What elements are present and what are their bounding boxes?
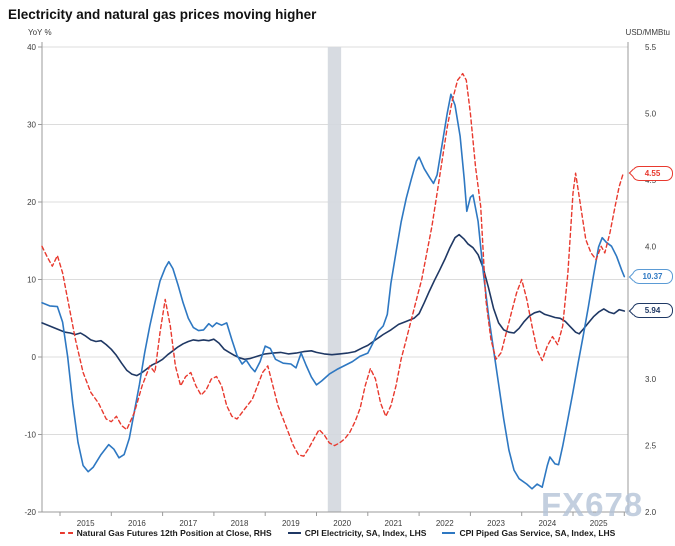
- right-axis-tick-label: 5.0: [645, 109, 657, 118]
- left-axis-tick-label: 20: [27, 198, 36, 207]
- chart-title: Electricity and natural gas prices movin…: [8, 7, 317, 22]
- right-axis-tick-label: 3.0: [645, 375, 657, 384]
- x-axis-year-label: 2019: [282, 519, 300, 528]
- left-axis-tick-label: 40: [27, 43, 36, 52]
- x-axis-year-label: 2023: [487, 519, 505, 528]
- recession-band: [327, 47, 342, 512]
- left-axis-tick-label: 0: [32, 353, 37, 362]
- x-axis-year-label: 2021: [385, 519, 403, 528]
- chart-legend: Natural Gas Futures 12th Position at Clo…: [0, 528, 675, 538]
- right-axis-tick-label: 2.0: [645, 508, 657, 517]
- right-axis-tick-label: 4.0: [645, 242, 657, 251]
- piped-gas-line-marker: [442, 532, 456, 534]
- left-axis-tick-label: 10: [27, 276, 36, 285]
- cpi-electricity-line: [41, 233, 626, 377]
- x-axis-year-label: 2020: [333, 519, 351, 528]
- x-axis-year-label: 2025: [590, 519, 608, 528]
- x-axis-year-label: 2017: [179, 519, 197, 528]
- left-axis-tick-label: -10: [24, 431, 36, 440]
- piped-gas-end-value-callout: 10.37: [632, 269, 673, 285]
- x-axis-year-label: 2024: [538, 519, 556, 528]
- left-axis-tick-label: -20: [24, 508, 36, 517]
- legend-label-cpi-piped-gas: CPI Piped Gas Service, SA, Index, LHS: [459, 528, 616, 538]
- right-axis-tick-label: 2.5: [645, 442, 657, 451]
- right-axis-unit-label: USD/MMBtu: [625, 28, 670, 37]
- electricity-line-marker: [287, 532, 301, 534]
- x-axis-year-label: 2015: [77, 519, 95, 528]
- right-axis-tick-label: 5.5: [645, 43, 657, 52]
- natural-gas-end-value-callout: 4.55: [632, 165, 673, 181]
- legend-label-cpi-electricity: CPI Electricity, SA, Index, LHS: [304, 528, 427, 538]
- x-axis-year-label: 2022: [436, 519, 454, 528]
- legend-item-natural-gas: Natural Gas Futures 12th Position at Clo…: [59, 528, 272, 538]
- legend-item-cpi-electricity: CPI Electricity, SA, Index, LHS: [287, 528, 427, 538]
- x-axis-year-label: 2018: [231, 519, 249, 528]
- x-axis-year-label: 2016: [128, 519, 146, 528]
- natural-gas-futures-line: [41, 72, 624, 457]
- cpi-piped-gas-line: [41, 93, 626, 490]
- left-axis-unit-label: YoY %: [28, 28, 52, 37]
- natural-gas-dashed-line-marker: [59, 532, 73, 534]
- left-axis-tick-label: 30: [27, 121, 36, 130]
- legend-item-cpi-piped-gas: CPI Piped Gas Service, SA, Index, LHS: [442, 528, 615, 538]
- legend-label-natural-gas: Natural Gas Futures 12th Position at Clo…: [76, 528, 272, 538]
- electricity-end-value-callout: 5.94: [632, 303, 673, 319]
